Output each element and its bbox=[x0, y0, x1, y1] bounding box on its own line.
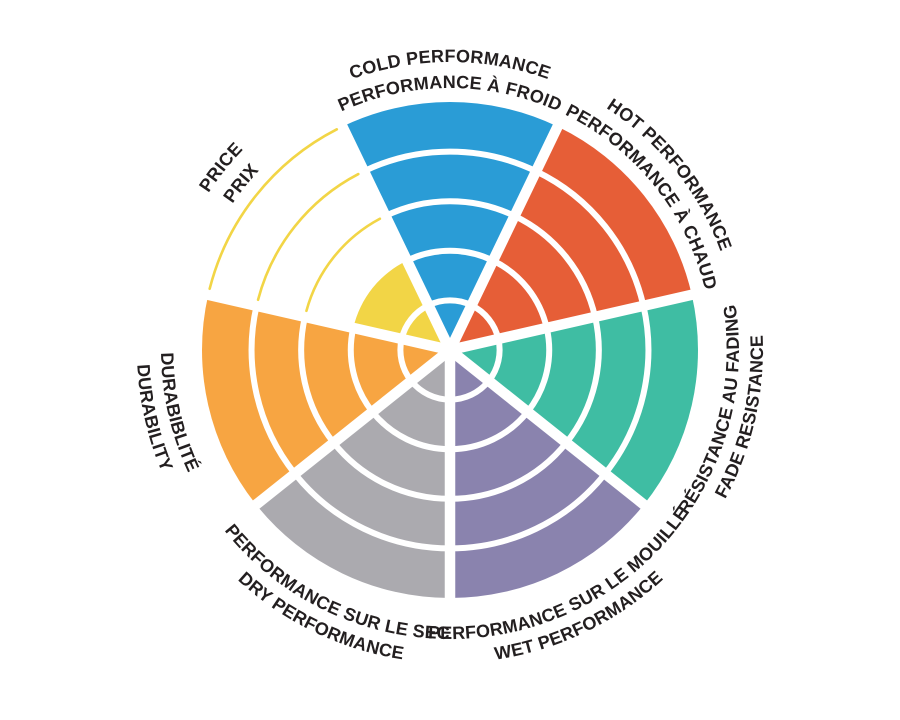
sector-gap bbox=[334, 117, 455, 353]
ring-divider bbox=[602, 305, 652, 476]
ring-divider bbox=[491, 257, 550, 329]
ring-divider bbox=[534, 168, 647, 307]
sector-gap bbox=[445, 117, 566, 353]
sector-gap bbox=[446, 345, 654, 514]
sector-gap bbox=[199, 287, 452, 356]
sector-durability bbox=[202, 294, 450, 505]
sector-hot-performance bbox=[450, 126, 692, 350]
ring-divider bbox=[248, 305, 298, 476]
ring-dividers bbox=[248, 148, 652, 552]
sector-gap bbox=[448, 287, 701, 356]
ring-divider bbox=[292, 471, 451, 552]
ring-divider bbox=[331, 440, 451, 502]
ring-divider bbox=[405, 247, 495, 264]
ring-divider bbox=[449, 471, 608, 552]
unfilled-ring-outlines bbox=[208, 128, 382, 313]
ring-divider bbox=[298, 316, 337, 445]
ring-divider bbox=[370, 409, 451, 453]
ring-divider bbox=[525, 327, 553, 414]
sector-dry-performance bbox=[256, 350, 450, 598]
sector-cold-performance bbox=[342, 102, 558, 350]
ring-outline-price bbox=[305, 217, 382, 313]
sector-fills bbox=[202, 102, 698, 598]
ring-divider bbox=[449, 409, 530, 453]
ring-divider bbox=[362, 148, 538, 174]
sector-price bbox=[353, 260, 450, 350]
ring-divider bbox=[513, 213, 598, 318]
ring-outline-price bbox=[208, 128, 339, 291]
ring-outline-price bbox=[256, 172, 360, 302]
sector-wet-performance bbox=[450, 350, 644, 598]
sector-gaps bbox=[199, 117, 701, 606]
ring-divider bbox=[449, 440, 569, 502]
ring-divider bbox=[384, 198, 516, 219]
sector-fade-resistance bbox=[450, 294, 698, 505]
ring-divider bbox=[563, 316, 602, 445]
ring-divider bbox=[347, 327, 375, 414]
sector-gap bbox=[246, 345, 454, 514]
